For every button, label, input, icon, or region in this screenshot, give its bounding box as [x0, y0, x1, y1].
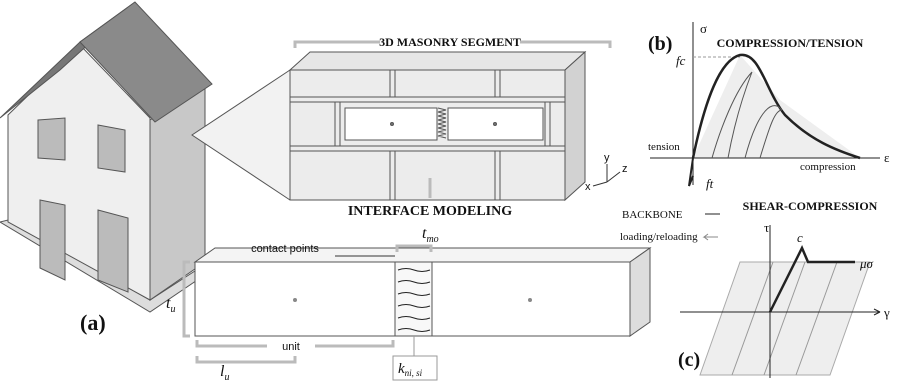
unit-label: unit — [282, 341, 300, 353]
panel-label: (a) — [80, 310, 106, 335]
t-mo-sub: mo — [426, 234, 438, 245]
t-u: tu — [166, 295, 175, 315]
tau: τ — [764, 220, 769, 235]
epsilon: ε — [884, 150, 890, 165]
sigma: σ — [700, 21, 707, 36]
segment-title: 3D MASONRY SEGMENT — [379, 35, 521, 49]
contact-points: contact points — [251, 243, 319, 255]
t-u-main: t — [166, 295, 171, 312]
k-sub: ni, si — [405, 368, 423, 378]
panel-label: (b) — [648, 33, 672, 55]
zoom-cone — [191, 69, 291, 201]
k-main: k — [398, 361, 405, 377]
mu-sigma: μσ — [859, 256, 874, 271]
panel-title: COMPRESSION/TENSION — [717, 36, 864, 50]
c-label: c — [797, 230, 803, 245]
legend-arrow — [702, 233, 718, 241]
t-mo: tmo — [422, 225, 439, 245]
axes-icon — [592, 164, 621, 187]
axis-y: y — [604, 152, 610, 164]
l-u-sub: u — [224, 372, 229, 383]
panel-label: (c) — [678, 349, 700, 371]
k: kni, si — [398, 361, 423, 378]
ft: ft — [706, 176, 714, 191]
fc: fc — [676, 53, 686, 68]
l-u-main: l — [220, 363, 225, 380]
tension: tension — [648, 141, 680, 153]
t-mo-main: t — [422, 225, 427, 242]
bracket — [395, 244, 433, 252]
axis-x: x — [585, 181, 591, 193]
k-box — [392, 355, 438, 381]
legend-loading: loading/reloading — [620, 231, 698, 243]
compression: compression — [800, 161, 856, 173]
bracket — [293, 40, 612, 48]
panel-title: SHEAR-COMPRESSION — [743, 199, 878, 213]
l-u: lu — [220, 363, 229, 383]
interface-title: INTERFACE MODELING — [348, 204, 512, 219]
shear-plot — [680, 225, 881, 378]
bracket — [195, 340, 395, 348]
stress-strain-plot — [650, 22, 880, 187]
t-u-sub: u — [170, 304, 175, 315]
bracket — [195, 356, 297, 364]
legend-backbone: BACKBONE — [622, 209, 683, 221]
masonry-segment — [288, 50, 587, 202]
bracket — [182, 260, 190, 338]
gamma: γ — [883, 305, 890, 320]
house — [0, 1, 216, 313]
interface-bar — [193, 247, 652, 337]
axis-z: z — [622, 163, 628, 175]
